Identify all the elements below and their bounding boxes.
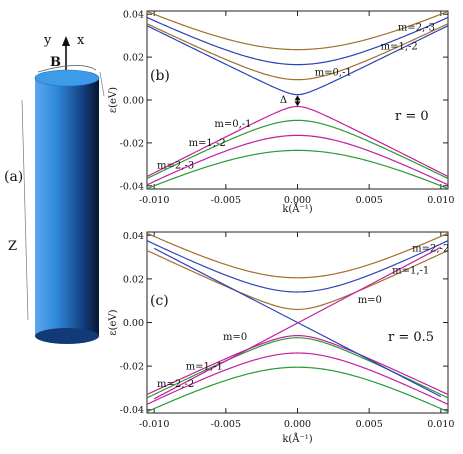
series-line-6: [146, 352, 449, 405]
crossing-line-2: [153, 246, 442, 400]
band-annotation: m=2,-3: [398, 22, 435, 33]
panel-b: -0.010 -0.005 0.000 0.005 0.010 0.04 0.02 0.00 -…: [108, 10, 454, 215]
x-tick-label: -0.010: [139, 419, 169, 430]
series-line-7: [146, 134, 449, 186]
gap-arrow-head-up: [294, 95, 301, 101]
x-tick-label: -0.005: [211, 419, 241, 430]
y-tick-label: 0.00: [123, 318, 144, 329]
series-line-2: [146, 16, 449, 66]
param-label: r = 0: [395, 109, 429, 124]
cylinder-body: [35, 78, 99, 336]
y-tick-label: -0.04: [120, 405, 144, 416]
band-annotation: m=1,-2: [381, 42, 418, 53]
band-annotation: m=0: [223, 332, 247, 343]
panel-a-label: (a): [4, 169, 23, 185]
x-tick-label: 0.000: [284, 195, 311, 206]
cylinder-top: [34, 69, 100, 87]
y-tick-label: 0.02: [123, 53, 144, 64]
x-tick-label: 0.005: [356, 419, 383, 430]
y-tick-label: -0.02: [120, 138, 144, 149]
field-arrow-head: [62, 36, 70, 46]
guide-line-left: [21, 99, 29, 321]
field-label: B: [50, 55, 61, 70]
series-line-6: [146, 119, 449, 180]
band-annotation: m=0,-1: [214, 119, 251, 130]
band-annotation: m=2,-2: [157, 379, 194, 390]
x-tick-label: -0.010: [139, 195, 169, 206]
series-line-1: [146, 10, 449, 51]
axis-y-label: y: [43, 33, 52, 48]
series-line-4: [146, 25, 449, 96]
y-tick-label: -0.04: [120, 181, 144, 192]
y-axis-label: ε(eV): [108, 87, 119, 113]
series-line-1: [146, 232, 449, 279]
band-annotation: m=1,-1: [392, 265, 429, 276]
panels-bc: -0.010 -0.005 0.000 0.005 0.010 0.04 0.02 0.00 -…: [108, 10, 454, 445]
panel-label: (b): [150, 68, 170, 84]
gap-label: Δ: [280, 95, 287, 106]
band-annotation: m=1,-2: [189, 138, 226, 149]
x-axis-label: k(Å⁻¹): [282, 203, 312, 215]
axis-z-label: Z: [8, 239, 17, 254]
y-tick-label: 0.04: [123, 231, 144, 242]
series-line-8: [146, 149, 449, 190]
panel-label: (c): [150, 293, 169, 309]
axis-x-label: x: [77, 33, 85, 48]
panel-a: (a) y x B Z: [4, 33, 105, 344]
param-label: r = 0.5: [388, 330, 434, 345]
band-annotation: m=0,-1: [315, 67, 352, 78]
series-line-7: [146, 366, 449, 413]
cylinder-bottom: [35, 328, 99, 344]
band-annotation: m=2,-3: [157, 161, 194, 172]
series-line-2: [146, 240, 449, 293]
x-tick-label: 0.000: [284, 419, 311, 430]
series-line-3: [146, 23, 449, 81]
x-axis-label: k(Å⁻¹): [282, 433, 312, 445]
band-annotation: m=2,-2: [412, 244, 449, 255]
x-tick-label: 0.010: [427, 419, 454, 430]
band-annotation: m=0: [358, 295, 382, 306]
y-tick-label: 0.02: [123, 274, 144, 285]
guide-line-right: [99, 71, 105, 97]
y-axis-label: ε(eV): [108, 309, 119, 335]
y-tick-label: 0.04: [123, 10, 144, 21]
band-annotation: m=1,-1: [186, 361, 223, 372]
y-tick-label: 0.00: [123, 96, 144, 107]
y-tick-label: -0.02: [120, 362, 144, 373]
panel-c: -0.010 -0.005 0.000 0.005 0.010 0.04 0.02 0.00 -…: [108, 231, 454, 445]
guide-line-top: [37, 65, 97, 73]
x-tick-label: 0.010: [427, 195, 454, 206]
x-tick-label: -0.005: [211, 195, 241, 206]
gap-arrow-head-down: [294, 101, 301, 107]
x-tick-label: 0.005: [356, 195, 383, 206]
series-line-4: [146, 334, 449, 396]
series-line-3: [146, 249, 449, 311]
